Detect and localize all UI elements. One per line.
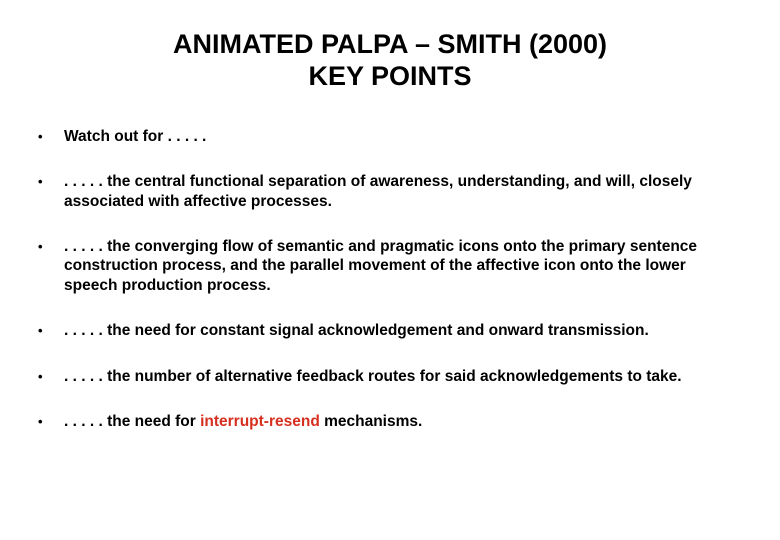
text-post: mechanisms. — [320, 413, 423, 430]
list-item: • . . . . . the converging flow of seman… — [36, 237, 750, 295]
bullet-icon: • — [36, 172, 64, 192]
bullet-icon: • — [36, 321, 64, 341]
title-line-2: KEY POINTS — [308, 61, 471, 91]
bullet-icon: • — [36, 367, 64, 387]
slide: ANIMATED PALPA – SMITH (2000) KEY POINTS… — [0, 0, 780, 540]
slide-title: ANIMATED PALPA – SMITH (2000) KEY POINTS — [30, 28, 750, 93]
list-item: • . . . . . the central functional separ… — [36, 172, 750, 211]
list-item: • Watch out for . . . . . — [36, 127, 750, 147]
accent-text: interrupt-resend — [200, 413, 320, 430]
bullet-icon: • — [36, 412, 64, 432]
bullet-text: . . . . . the need for interrupt-resend … — [64, 412, 750, 431]
title-line-1: ANIMATED PALPA – SMITH (2000) — [173, 29, 607, 59]
bullet-text: . . . . . the number of alternative feed… — [64, 367, 750, 386]
bullet-text: . . . . . the central functional separat… — [64, 172, 750, 211]
list-item: • . . . . . the need for interrupt-resen… — [36, 412, 750, 432]
bullet-icon: • — [36, 237, 64, 257]
bullet-text: . . . . . the need for constant signal a… — [64, 321, 750, 340]
text-pre: . . . . . the need for — [64, 413, 200, 430]
bullet-list: • Watch out for . . . . . • . . . . . th… — [30, 127, 750, 432]
bullet-text: Watch out for . . . . . — [64, 127, 750, 146]
list-item: • . . . . . the number of alternative fe… — [36, 367, 750, 387]
bullet-icon: • — [36, 127, 64, 147]
bullet-text: . . . . . the converging flow of semanti… — [64, 237, 750, 295]
list-item: • . . . . . the need for constant signal… — [36, 321, 750, 341]
